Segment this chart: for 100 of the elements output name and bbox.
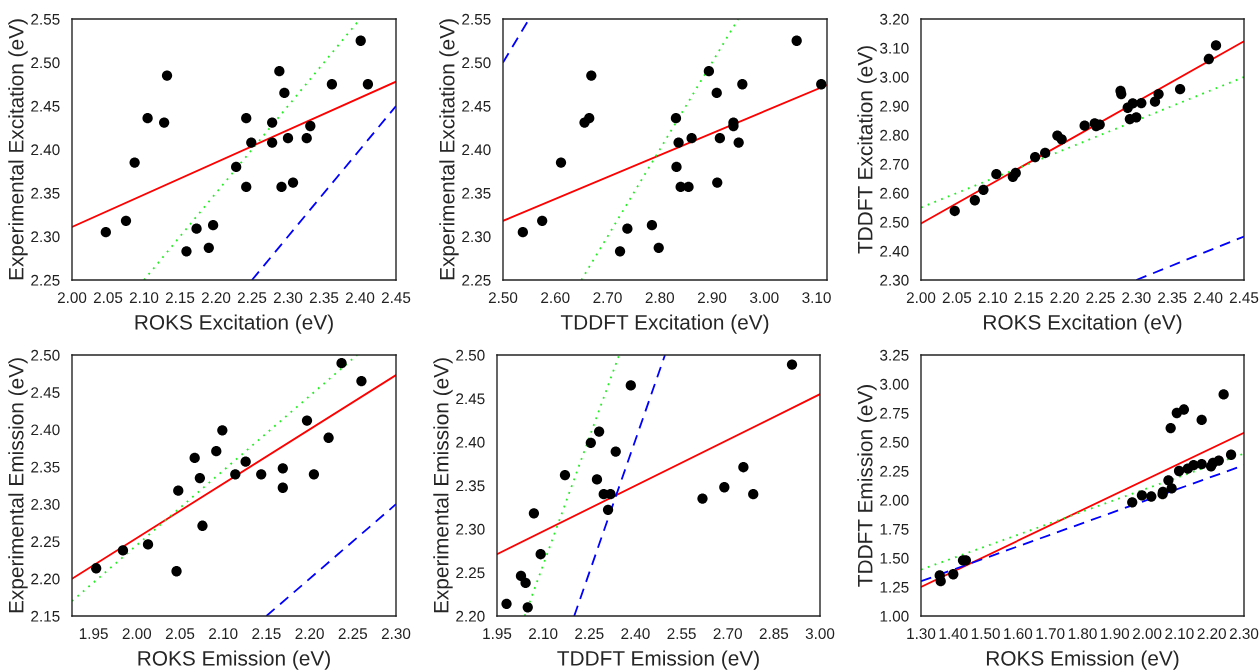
point — [256, 469, 267, 480]
point — [267, 117, 278, 128]
point — [142, 113, 153, 124]
point — [1153, 88, 1164, 100]
x-tick-label: 2.25 — [338, 628, 368, 640]
x-tick-label: 2.40 — [621, 628, 650, 640]
y-tick-label: 3.20 — [880, 13, 909, 25]
y-axis-title: Experimental Emission (eV) — [8, 358, 28, 613]
point — [653, 242, 664, 253]
y-tick-label: 2.25 — [462, 274, 491, 286]
point — [949, 205, 960, 217]
point — [129, 157, 140, 168]
point — [142, 539, 154, 550]
y-tick-label: 3.10 — [880, 42, 909, 54]
x-tick-label: 1.30 — [907, 628, 936, 640]
point — [591, 474, 603, 485]
x-tick-label: 2.05 — [165, 628, 195, 640]
point — [203, 242, 214, 253]
y-tick-label: 2.20 — [31, 573, 60, 585]
y-tick-label: 2.30 — [462, 231, 491, 243]
y-tick-label: 2.40 — [462, 144, 491, 156]
y-tick-label: 2.55 — [462, 13, 491, 25]
y-tick-label: 2.35 — [462, 187, 491, 199]
y-axis-title: Experimental Excitation (eV) — [439, 19, 459, 280]
point — [323, 432, 334, 443]
x-axis-title: ROKS Excitation (eV) — [135, 314, 333, 334]
point — [614, 246, 626, 257]
point — [276, 181, 287, 193]
y-tick-label: 2.50 — [880, 216, 909, 228]
x-tick-label: 2.35 — [309, 292, 339, 304]
x-tick-label: 1.60 — [1004, 628, 1033, 640]
x-tick-label: 2.30 — [1122, 292, 1151, 304]
point — [197, 520, 208, 531]
x-tick-label: 2.45 — [381, 292, 411, 304]
point — [171, 566, 182, 577]
point — [1146, 491, 1157, 502]
point — [610, 446, 621, 457]
x-tick-label: 2.20 — [1197, 628, 1226, 640]
x-tick-label: 2.05 — [942, 292, 972, 304]
y-axis-title: TDDFT Emission (eV) — [857, 385, 877, 587]
y-tick-label: 2.50 — [31, 349, 60, 361]
point — [191, 223, 202, 234]
point — [501, 598, 512, 609]
point — [703, 66, 715, 77]
point — [194, 472, 206, 484]
point — [625, 380, 636, 391]
point — [1127, 497, 1138, 508]
point — [711, 87, 722, 99]
x-tick-label: 2.90 — [697, 292, 727, 304]
point — [520, 577, 531, 589]
point — [1210, 40, 1222, 51]
x-tick-label: 2.15 — [252, 628, 281, 640]
y-tick-label: 2.35 — [31, 461, 60, 473]
x-tick-label: 3.00 — [750, 292, 779, 304]
point — [593, 426, 605, 437]
x-tick-label: 2.60 — [541, 292, 570, 304]
point — [683, 181, 694, 193]
y-tick-label: 2.45 — [462, 100, 491, 112]
y-axis-title: TDDFT Excitation (eV) — [857, 46, 877, 254]
point — [991, 169, 1002, 180]
point — [211, 446, 222, 457]
y-tick-label: 2.25 — [456, 567, 485, 579]
point — [1213, 455, 1224, 466]
x-tick-label: 2.30 — [273, 292, 303, 304]
x-tick-label: 2.10 — [978, 292, 1008, 304]
point — [586, 70, 597, 81]
x-tick-label: 2.40 — [345, 292, 375, 304]
x-tick-label: 2.00 — [1133, 628, 1162, 640]
point — [336, 358, 347, 369]
x-axis-title: ROKS Excitation (eV) — [984, 314, 1182, 334]
point — [535, 549, 546, 560]
point — [189, 452, 200, 464]
x-tick-label: 2.50 — [488, 292, 518, 304]
x-tick-label: 2.30 — [381, 628, 411, 640]
y-axis-title: Experimental Excitation (eV) — [8, 19, 28, 280]
point — [791, 35, 802, 46]
y-tick-label: 1.00 — [880, 610, 909, 622]
point — [1174, 84, 1186, 95]
x-tick-label: 3.10 — [802, 292, 831, 304]
point — [282, 133, 294, 144]
point — [1218, 389, 1229, 400]
x-tick-label: 2.10 — [209, 628, 238, 640]
x-tick-label: 1.90 — [1101, 628, 1130, 640]
point — [948, 569, 959, 580]
point — [719, 482, 730, 493]
point — [301, 415, 313, 426]
x-tick-label: 2.00 — [906, 292, 936, 304]
point — [161, 70, 173, 81]
y-tick-label: 2.30 — [31, 499, 60, 510]
x-axis-title: ROKS Emission (eV) — [986, 650, 1179, 670]
point — [1196, 458, 1207, 470]
point — [1165, 422, 1176, 434]
y-tick-label: 2.70 — [880, 158, 909, 170]
x-tick-label: 2.05 — [93, 292, 123, 304]
point — [1203, 53, 1214, 65]
x-tick-label: 1.40 — [939, 628, 968, 640]
point — [559, 469, 571, 481]
point — [267, 137, 278, 148]
point — [686, 133, 697, 144]
point — [697, 493, 708, 504]
